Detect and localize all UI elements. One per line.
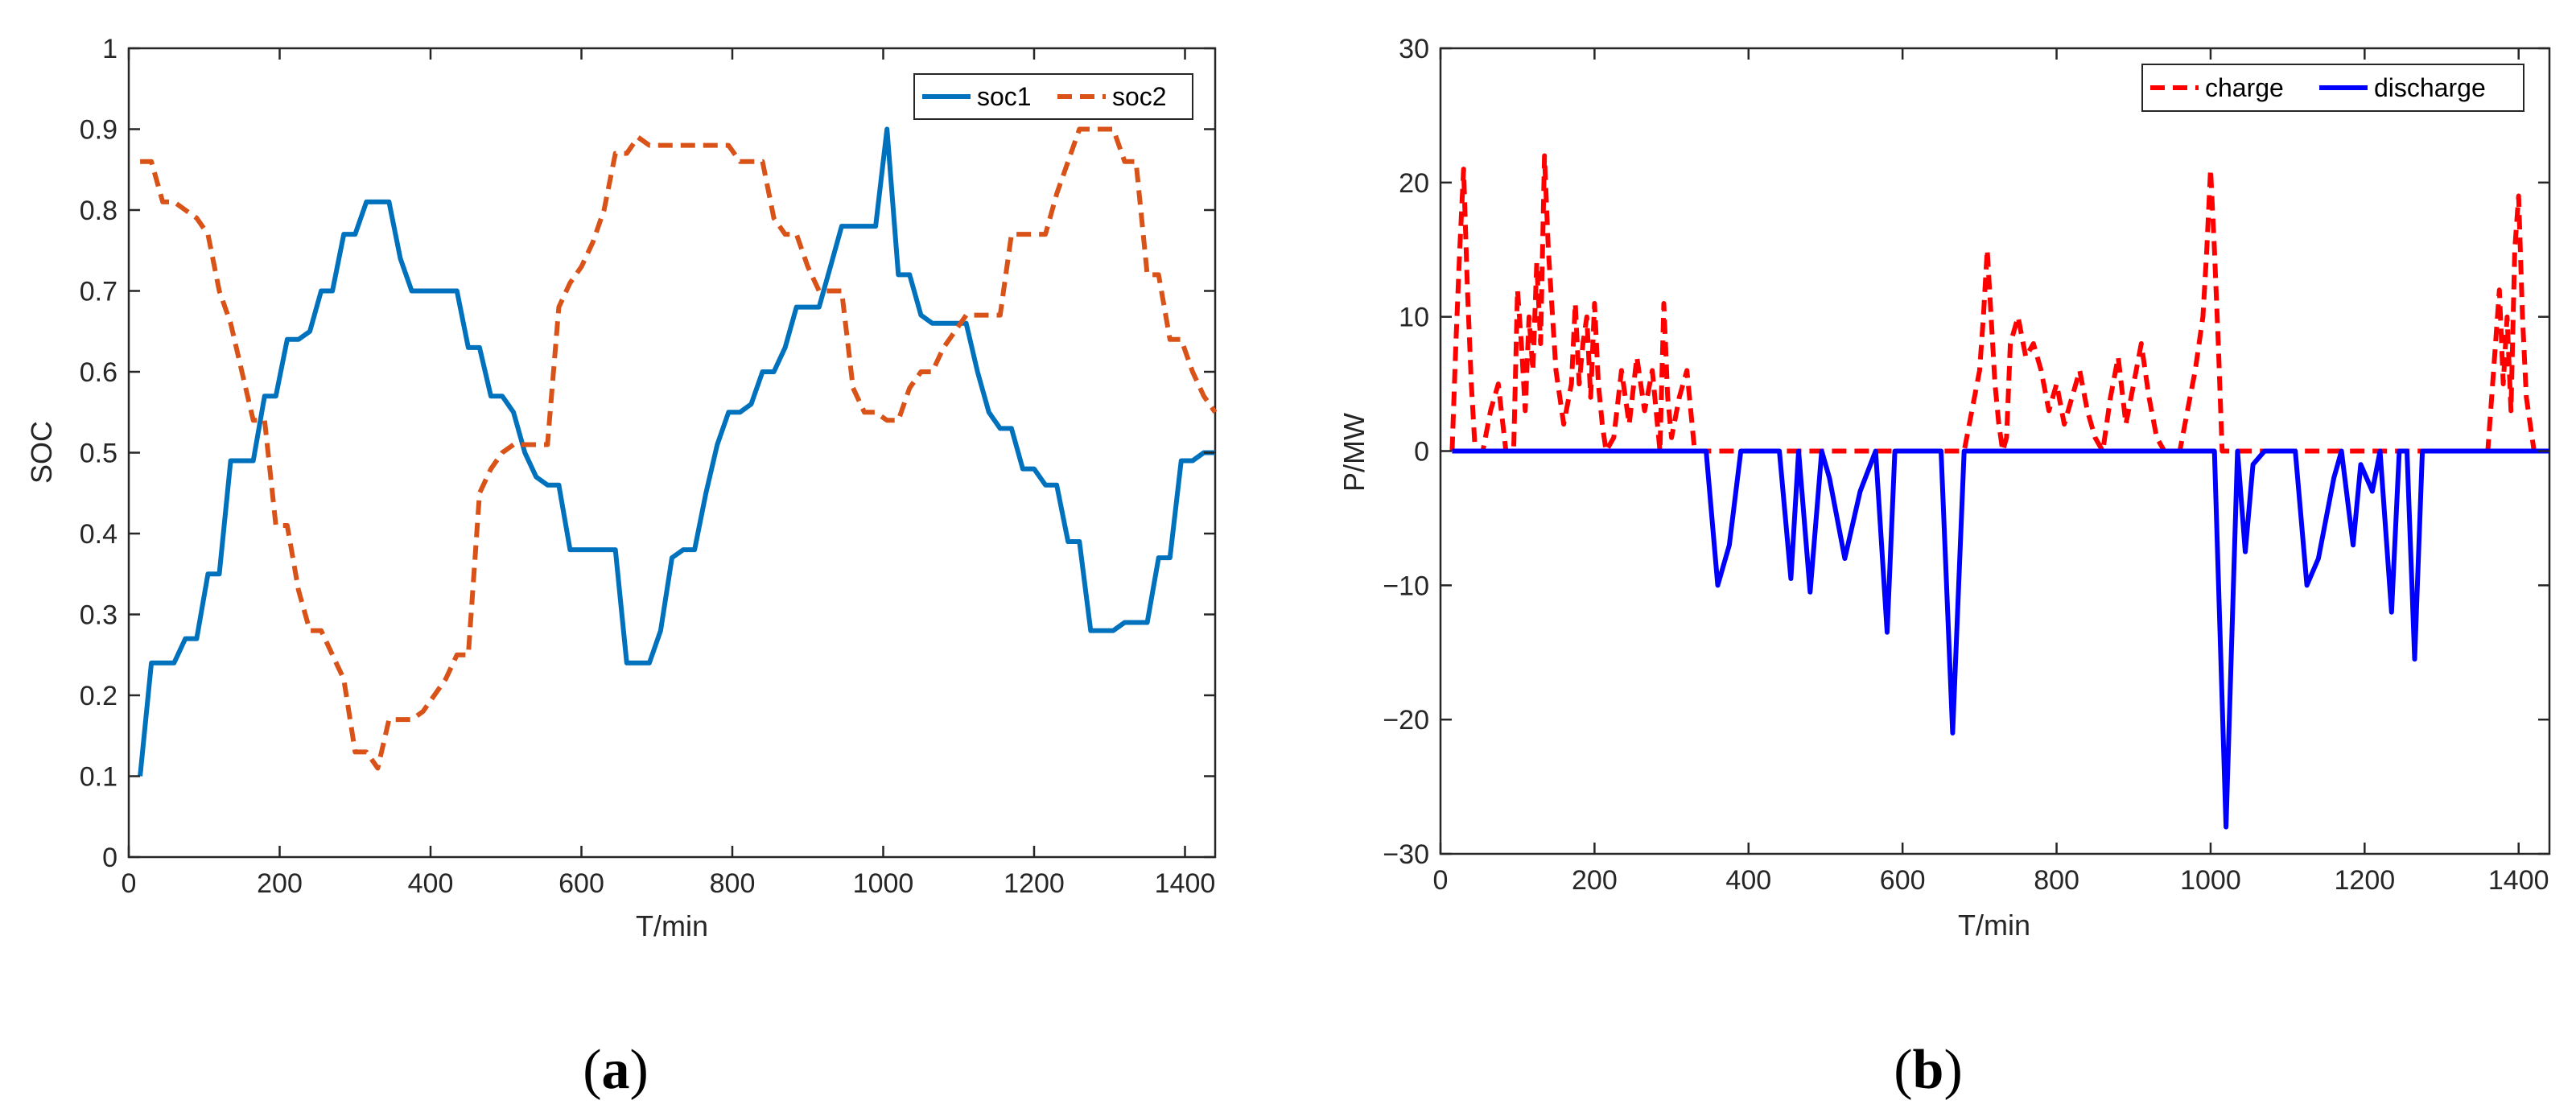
panel-b-legend-charge-label: charge <box>2205 73 2284 102</box>
panel-b-y-tick-label: −10 <box>1383 571 1429 601</box>
panel-b-x-tick-label: 0 <box>1433 865 1449 896</box>
panel-b-y-axis-label: P/MW <box>1337 413 1370 492</box>
panel-b-legend-discharge-label: discharge <box>2374 73 2486 102</box>
panel-a-caption: (a) <box>583 1039 649 1101</box>
panel-a-x-tick-label: 200 <box>257 868 303 899</box>
panel-b-y-tick-label: −20 <box>1383 705 1429 736</box>
panel-a-caption-open: ( <box>583 1039 601 1101</box>
panel-b-x-axis-label: T/min <box>1958 909 2030 942</box>
panel-b-x-tick-label: 800 <box>2034 865 2079 896</box>
panel-a-y-tick-label: 0.8 <box>80 196 117 226</box>
panel-b-x-tick-label: 600 <box>1880 865 1926 896</box>
panel-b-series-discharge-line <box>1452 448 2549 830</box>
panel-a-legend-soc2-label: soc2 <box>1112 82 1167 111</box>
panel-a-y-tick-label: 0.6 <box>80 357 117 388</box>
panel-b-x-tick-label: 1200 <box>2335 865 2396 896</box>
panel-a-y-tick-label: 0.9 <box>80 115 117 146</box>
panel-b-y-tick-label: 30 <box>1399 34 1429 64</box>
panel-b-chart: 0 200 400 600 800 1000 1200 1400 −30 −20 −10 0 10 20… <box>1337 34 2551 1101</box>
panel-b-x-ticks: 0 200 400 600 800 1000 1200 1400 <box>1433 48 2549 896</box>
panel-a-x-tick-label: 1200 <box>1004 868 1065 899</box>
panel-a-x-tick-label: 400 <box>408 868 454 899</box>
panel-a-y-tick-label: 0.5 <box>80 439 117 469</box>
panel-b-x-tick-label: 400 <box>1725 865 1771 896</box>
panel-a-x-tick-label: 0 <box>122 868 137 899</box>
panel-b-caption-letter: b <box>1913 1039 1944 1101</box>
panel-a-series-soc1-line <box>138 126 1215 777</box>
panel-a-legend: soc1 soc2 <box>913 73 1193 120</box>
panel-a-x-tick-label: 1400 <box>1155 868 1216 899</box>
panel-a-y-tick-label: 0 <box>102 843 117 873</box>
panel-b-legend: charge discharge <box>2141 64 2524 112</box>
panel-a-x-tick-label: 1000 <box>853 868 914 899</box>
panel-a-y-tick-label: 0.1 <box>80 762 117 793</box>
panel-b-y-tick-label: −30 <box>1383 839 1429 870</box>
panel-b-series-layer <box>1449 153 2549 830</box>
panel-a-caption-letter: a <box>602 1039 630 1101</box>
panel-a-chart: 0 200 400 600 800 1000 1200 1400 00.10.20.30.40… <box>25 34 1218 1101</box>
panel-a-series-layer <box>138 126 1218 777</box>
panel-b-caption-open: ( <box>1894 1039 1912 1101</box>
panel-a-x-tick-label: 600 <box>558 868 604 899</box>
panel-a-y-tick-label: 0.3 <box>80 600 117 631</box>
panel-b-caption: (b) <box>1894 1039 1963 1101</box>
panel-a-series-soc2-line <box>140 126 1218 771</box>
panel-b-y-tick-label: 20 <box>1399 168 1429 199</box>
panel-b-x-tick-label: 1400 <box>2488 865 2549 896</box>
panel-a-x-axis-label: T/min <box>636 909 708 942</box>
panel-a-y-tick-label: 1 <box>102 34 117 64</box>
panel-b-caption-close: ) <box>1943 1039 1962 1101</box>
panel-a-x-ticks: 0 200 400 600 800 1000 1200 1400 <box>122 48 1216 899</box>
panel-a-x-tick-label: 800 <box>710 868 756 899</box>
panel-a-y-tick-label: 0.7 <box>80 277 117 307</box>
panel-b-y-tick-label: 0 <box>1414 437 1429 468</box>
panel-a-plot-area <box>127 47 1217 859</box>
panel-b-y-ticks: −30 −20 −10 0 10 20 30 <box>1383 34 2549 870</box>
panel-a-y-axis-label: SOC <box>25 421 58 484</box>
panel-a-y-tick-label: 0.4 <box>80 519 117 550</box>
panel-a-caption-close: ) <box>630 1039 649 1101</box>
panel-a-y-ticks: 0 0.1 0.2 0.3 0.4 0.5 0.6 0.7 0.8 0.9 1 <box>80 34 1215 873</box>
panel-b-y-tick-label: 10 <box>1399 303 1429 333</box>
panel-b-series-charge-line <box>1449 153 2549 454</box>
panel-a-y-tick-label: 0.2 <box>80 681 117 711</box>
panel-b-x-tick-label: 1000 <box>2180 865 2241 896</box>
panel-b-x-tick-label: 200 <box>1572 865 1618 896</box>
panel-a-legend-soc1-label: soc1 <box>977 82 1032 111</box>
